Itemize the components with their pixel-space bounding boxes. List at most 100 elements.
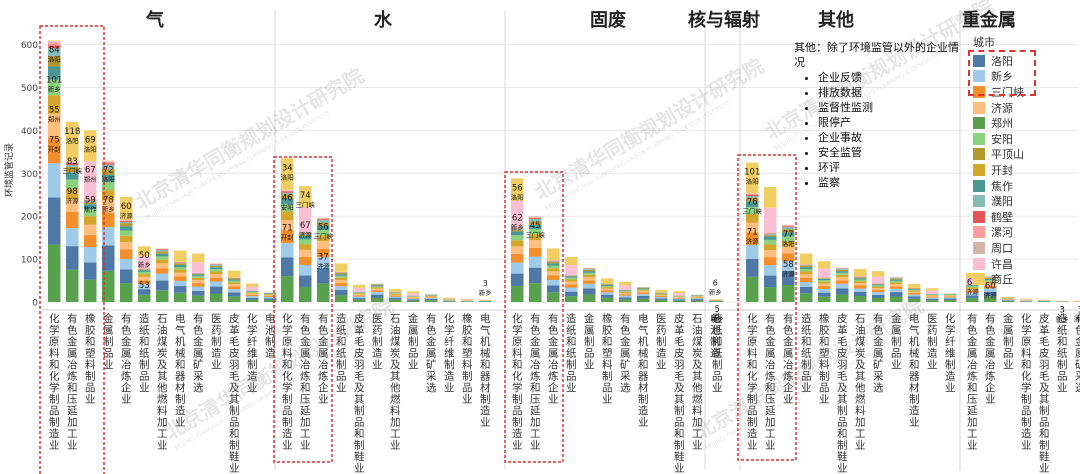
bar-segment xyxy=(120,220,133,222)
bar-stack xyxy=(353,284,366,302)
bar-segment xyxy=(764,287,777,302)
bar-segment xyxy=(547,260,560,262)
group-header-other: 其他 xyxy=(818,10,854,31)
bar-segment xyxy=(565,284,578,288)
bar-segment xyxy=(984,288,997,292)
bar-segment xyxy=(210,293,223,302)
bar-segment xyxy=(583,280,596,284)
bar-segment xyxy=(926,290,939,294)
x-category-label: 造纸和纸制品业 xyxy=(1057,312,1068,394)
bar-segment xyxy=(174,264,187,267)
bar-segment xyxy=(691,298,704,300)
bar-segment xyxy=(655,297,668,299)
bar-stack xyxy=(317,217,330,302)
bar-segment xyxy=(764,239,777,245)
bar-segment xyxy=(637,294,650,296)
bar-segment xyxy=(210,271,223,275)
bar-stack xyxy=(926,288,939,302)
bar-stack xyxy=(264,292,277,302)
bar-stack xyxy=(479,299,492,302)
segment-data-label: 67 济源 xyxy=(299,221,313,239)
bar-stack xyxy=(371,283,384,302)
x-category-label: 医药制造业 xyxy=(927,313,938,371)
note-item: 企业反馈 xyxy=(818,70,962,85)
bar-segment xyxy=(890,280,903,283)
bar-segment xyxy=(425,298,438,301)
bar-segment xyxy=(818,283,831,287)
bar-segment xyxy=(984,277,997,279)
x-category-label: 化学原料和化学制品制造业 xyxy=(1021,312,1032,452)
bar-segment xyxy=(890,279,903,281)
segment-data-label: 71 济源 xyxy=(746,228,760,246)
bar-segment xyxy=(872,288,885,290)
bar-segment xyxy=(1020,299,1033,300)
bar-segment xyxy=(782,232,795,237)
bar-stack xyxy=(673,291,686,302)
bar-segment xyxy=(890,296,903,302)
bar-stack xyxy=(966,272,979,302)
bar-segment xyxy=(443,301,456,302)
bar-segment xyxy=(228,286,241,290)
legend-swatch xyxy=(973,148,985,161)
bar-segment xyxy=(66,121,79,162)
bar-segment xyxy=(655,298,668,300)
bar-segment xyxy=(192,286,205,291)
bar-stack xyxy=(944,293,957,302)
bar-stack xyxy=(1020,298,1033,302)
bar-segment xyxy=(926,297,939,299)
bar-segment xyxy=(210,274,223,278)
y-tick-label: 0 xyxy=(32,299,38,309)
bar-segment xyxy=(601,288,614,291)
bar-segment xyxy=(583,294,596,302)
bar-segment xyxy=(655,294,668,296)
bar-segment xyxy=(192,253,205,263)
bar-segment xyxy=(908,289,921,290)
bar-segment xyxy=(102,174,115,182)
bar-segment xyxy=(966,288,979,291)
bar-segment xyxy=(138,280,151,285)
bar-segment xyxy=(156,280,169,291)
x-category-label: 橡胶和塑料制品业 xyxy=(85,312,96,406)
bar-segment xyxy=(529,224,542,230)
bar-segment xyxy=(565,277,578,280)
legend-item: 安阳 xyxy=(967,131,1077,147)
bar-segment xyxy=(48,40,61,41)
bar-segment xyxy=(138,246,151,257)
bar-segment xyxy=(511,253,524,263)
bar-segment xyxy=(836,271,849,273)
x-category-label: 化学原料和化学制品制造业 xyxy=(49,312,60,452)
bar-segment xyxy=(389,296,402,299)
bar-segment xyxy=(818,296,831,302)
bar-segment xyxy=(511,200,524,228)
bar-segment xyxy=(966,292,979,296)
bar-segment xyxy=(425,296,438,298)
bar-segment xyxy=(228,282,241,285)
bar-stack xyxy=(48,40,61,302)
bar-segment xyxy=(691,296,704,297)
x-category-label: 电池制造 xyxy=(710,312,721,360)
bar-segment xyxy=(66,161,79,163)
x-category-label: 造纸和纸制品业 xyxy=(712,312,723,394)
bar-segment xyxy=(84,200,97,203)
bar-segment xyxy=(246,294,259,297)
bar-segment xyxy=(836,294,849,302)
bar-segment xyxy=(908,288,921,290)
legend-label: 濮阳 xyxy=(991,195,1013,209)
x-category-label: 有色金属冶炼和压延加工业 xyxy=(765,312,776,452)
bar-segment xyxy=(691,297,704,299)
bar-segment xyxy=(281,220,294,231)
bar-segment xyxy=(66,162,79,164)
bar-segment xyxy=(48,244,61,302)
bar-segment xyxy=(228,278,241,280)
bar-segment xyxy=(619,299,632,302)
bar-segment xyxy=(565,287,578,292)
bar-stack xyxy=(655,289,668,302)
bar-segment xyxy=(1002,300,1015,302)
bar-segment xyxy=(389,298,402,300)
bar-segment xyxy=(228,284,241,287)
bar-segment xyxy=(48,41,61,43)
bar-segment xyxy=(174,280,187,287)
bar-segment xyxy=(138,269,151,271)
bar-segment xyxy=(529,240,542,248)
legend-item: 濮阳 xyxy=(967,193,1077,209)
